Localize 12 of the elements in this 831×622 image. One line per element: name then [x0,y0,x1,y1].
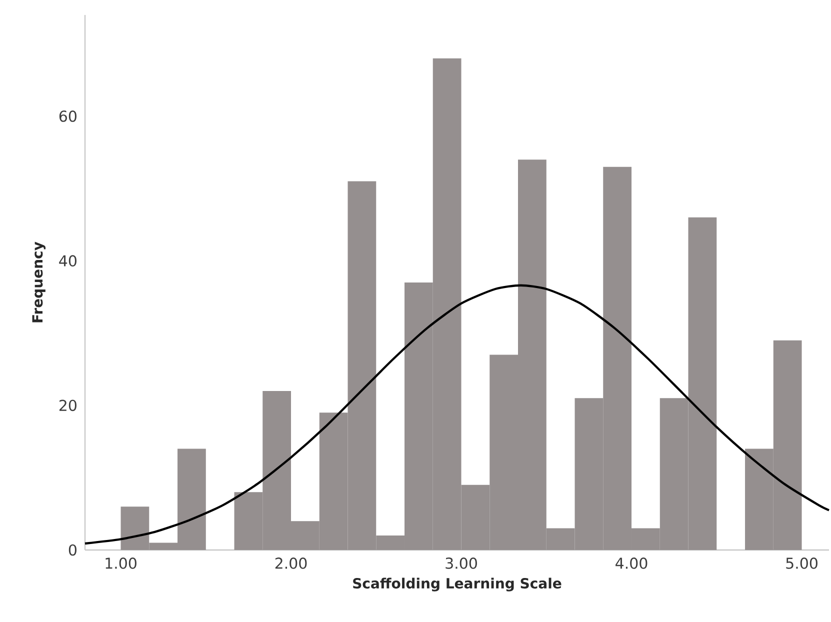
line-series [84,284,830,545]
x-tick-label: 4.00 [616,558,648,569]
y-tick-label: 20 [59,400,76,412]
y-tick-label: 0 [68,544,76,556]
x-tick-label: 5.00 [786,558,818,569]
x-tick-label: 2.00 [275,558,307,569]
x-tick-label: 1.00 [106,558,136,569]
y-tick-label: 60 [59,110,76,122]
y-axis-title: Frequency [32,242,46,322]
x-axis-title: Scaffolding Learning Scale [353,578,562,592]
y-tick-label: 40 [59,255,76,266]
x-tick-label: 3.00 [446,558,477,569]
